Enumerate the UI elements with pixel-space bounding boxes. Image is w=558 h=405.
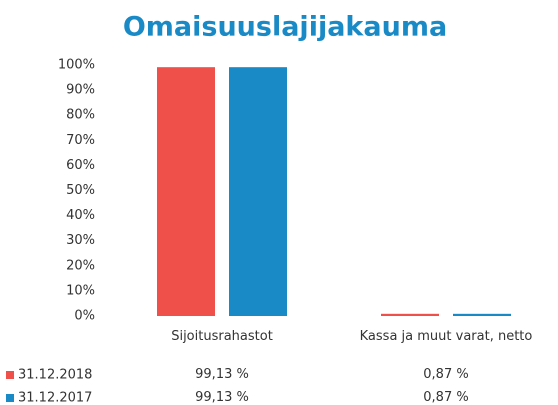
bar [157, 67, 215, 316]
y-tick-label: 70% [66, 133, 95, 148]
y-tick-label: 90% [66, 83, 95, 98]
y-tick-label: 100% [58, 58, 95, 73]
value-label: 99,13 % [195, 367, 249, 382]
y-tick-label: 20% [66, 258, 95, 273]
chart-title: Omaisuuslajijakauma [123, 12, 447, 43]
y-tick-label: 30% [66, 233, 95, 248]
legend-label: 31.12.2017 [18, 391, 92, 405]
legend-swatch [6, 371, 14, 379]
value-label: 0,87 % [423, 390, 469, 405]
bar [229, 67, 287, 316]
bar [381, 313, 439, 316]
y-tick-label: 60% [66, 158, 95, 173]
y-tick-label: 80% [66, 108, 95, 123]
y-tick-label: 50% [66, 183, 95, 198]
y-tick-label: 10% [66, 283, 95, 298]
value-label: 0,87 % [423, 367, 469, 382]
bar [453, 313, 511, 316]
legend-swatch [6, 394, 14, 402]
x-tick-label: Sijoitusrahastot [171, 329, 273, 344]
y-tick-label: 40% [66, 208, 95, 223]
legend-label: 31.12.2018 [18, 368, 92, 383]
x-tick-label: Kassa ja muut varat, netto [359, 329, 533, 344]
value-label: 99,13 % [195, 390, 249, 405]
y-tick-label: 0% [74, 309, 95, 324]
